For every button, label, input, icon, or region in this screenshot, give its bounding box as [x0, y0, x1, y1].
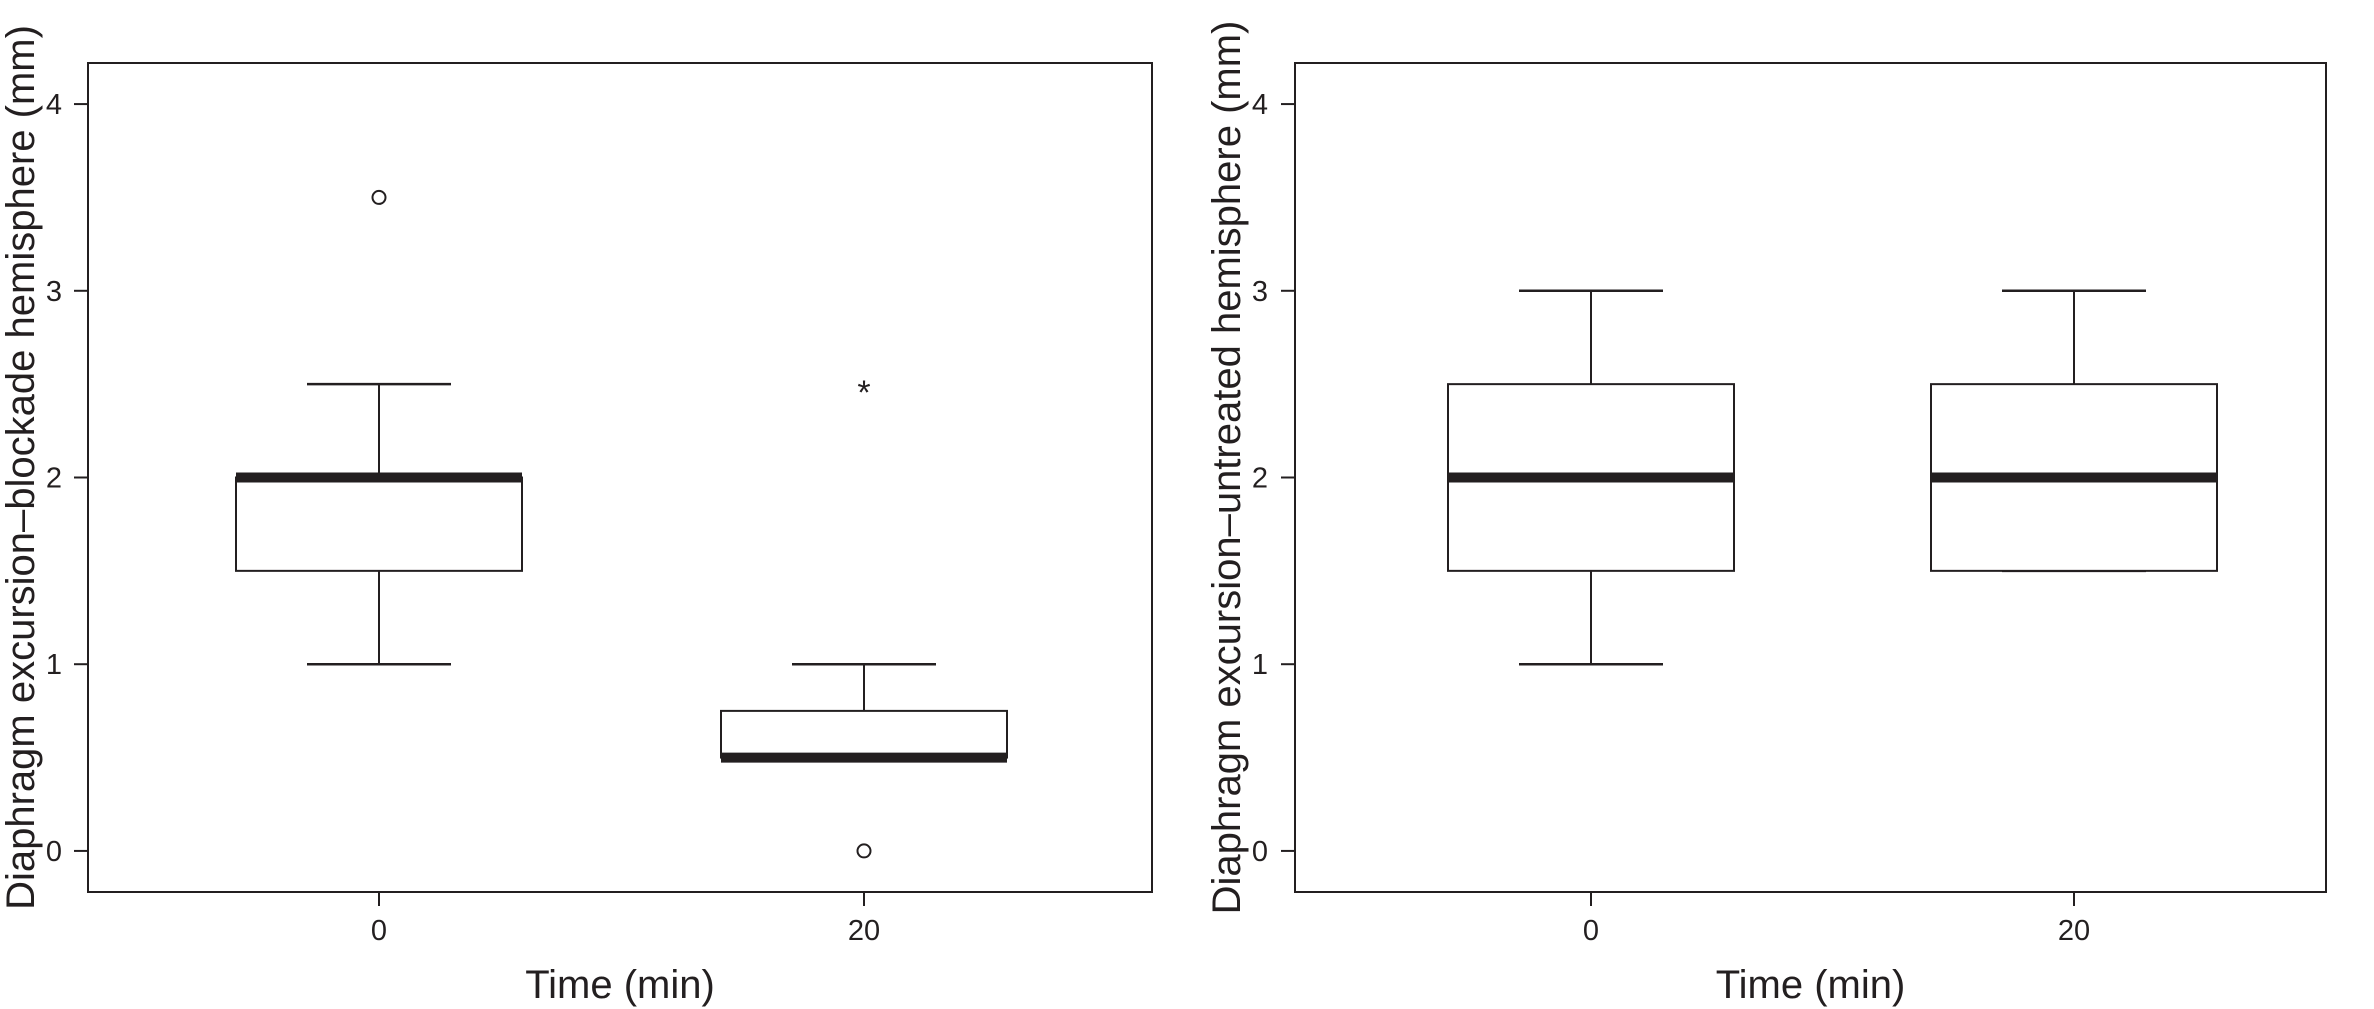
x-axis-title: Time (min)	[1716, 963, 1906, 1007]
y-axis-title: Diaphragm excursion–blockade hemisphere …	[0, 25, 43, 910]
y-tick-label: 0	[1252, 836, 1268, 868]
x-axis-title: Time (min)	[525, 963, 715, 1007]
y-tick-label: 2	[1252, 463, 1268, 495]
y-tick-label: 3	[46, 276, 62, 308]
panel-untreated: 0 1 2 3 4 0 20 Time (min) Diaphragm excursion–un…	[1205, 21, 2327, 1007]
y-tick-label: 1	[1252, 649, 1268, 681]
y-axis-title: Diaphragm excursion–untreated hemisphere…	[1205, 21, 1249, 915]
y-tick-label: 0	[46, 836, 62, 868]
x-tick-label: 20	[848, 915, 880, 947]
y-tick-label: 3	[1252, 276, 1268, 308]
iqr-box	[720, 709, 1008, 759]
outlier-circle	[856, 843, 872, 859]
outlier-circle	[371, 189, 387, 205]
box-20: *	[720, 374, 1008, 859]
extreme-outlier-star: *	[857, 374, 870, 412]
iqr-box	[235, 476, 523, 572]
y-tick-label: 4	[46, 89, 62, 121]
box-20	[1930, 289, 2218, 573]
box-0	[1447, 289, 1735, 666]
panel-blockade: 0 1 2 3 4 0 20 Time (min) Diaphragm excursion–bl…	[0, 25, 1153, 1007]
y-tick-label: 2	[46, 463, 62, 495]
x-tick-label: 0	[371, 915, 387, 947]
x-tick-label: 20	[2058, 915, 2090, 947]
x-tick-label: 0	[1583, 915, 1599, 947]
y-tick-label: 4	[1252, 89, 1268, 121]
y-tick-label: 1	[46, 649, 62, 681]
box-0	[235, 189, 523, 666]
